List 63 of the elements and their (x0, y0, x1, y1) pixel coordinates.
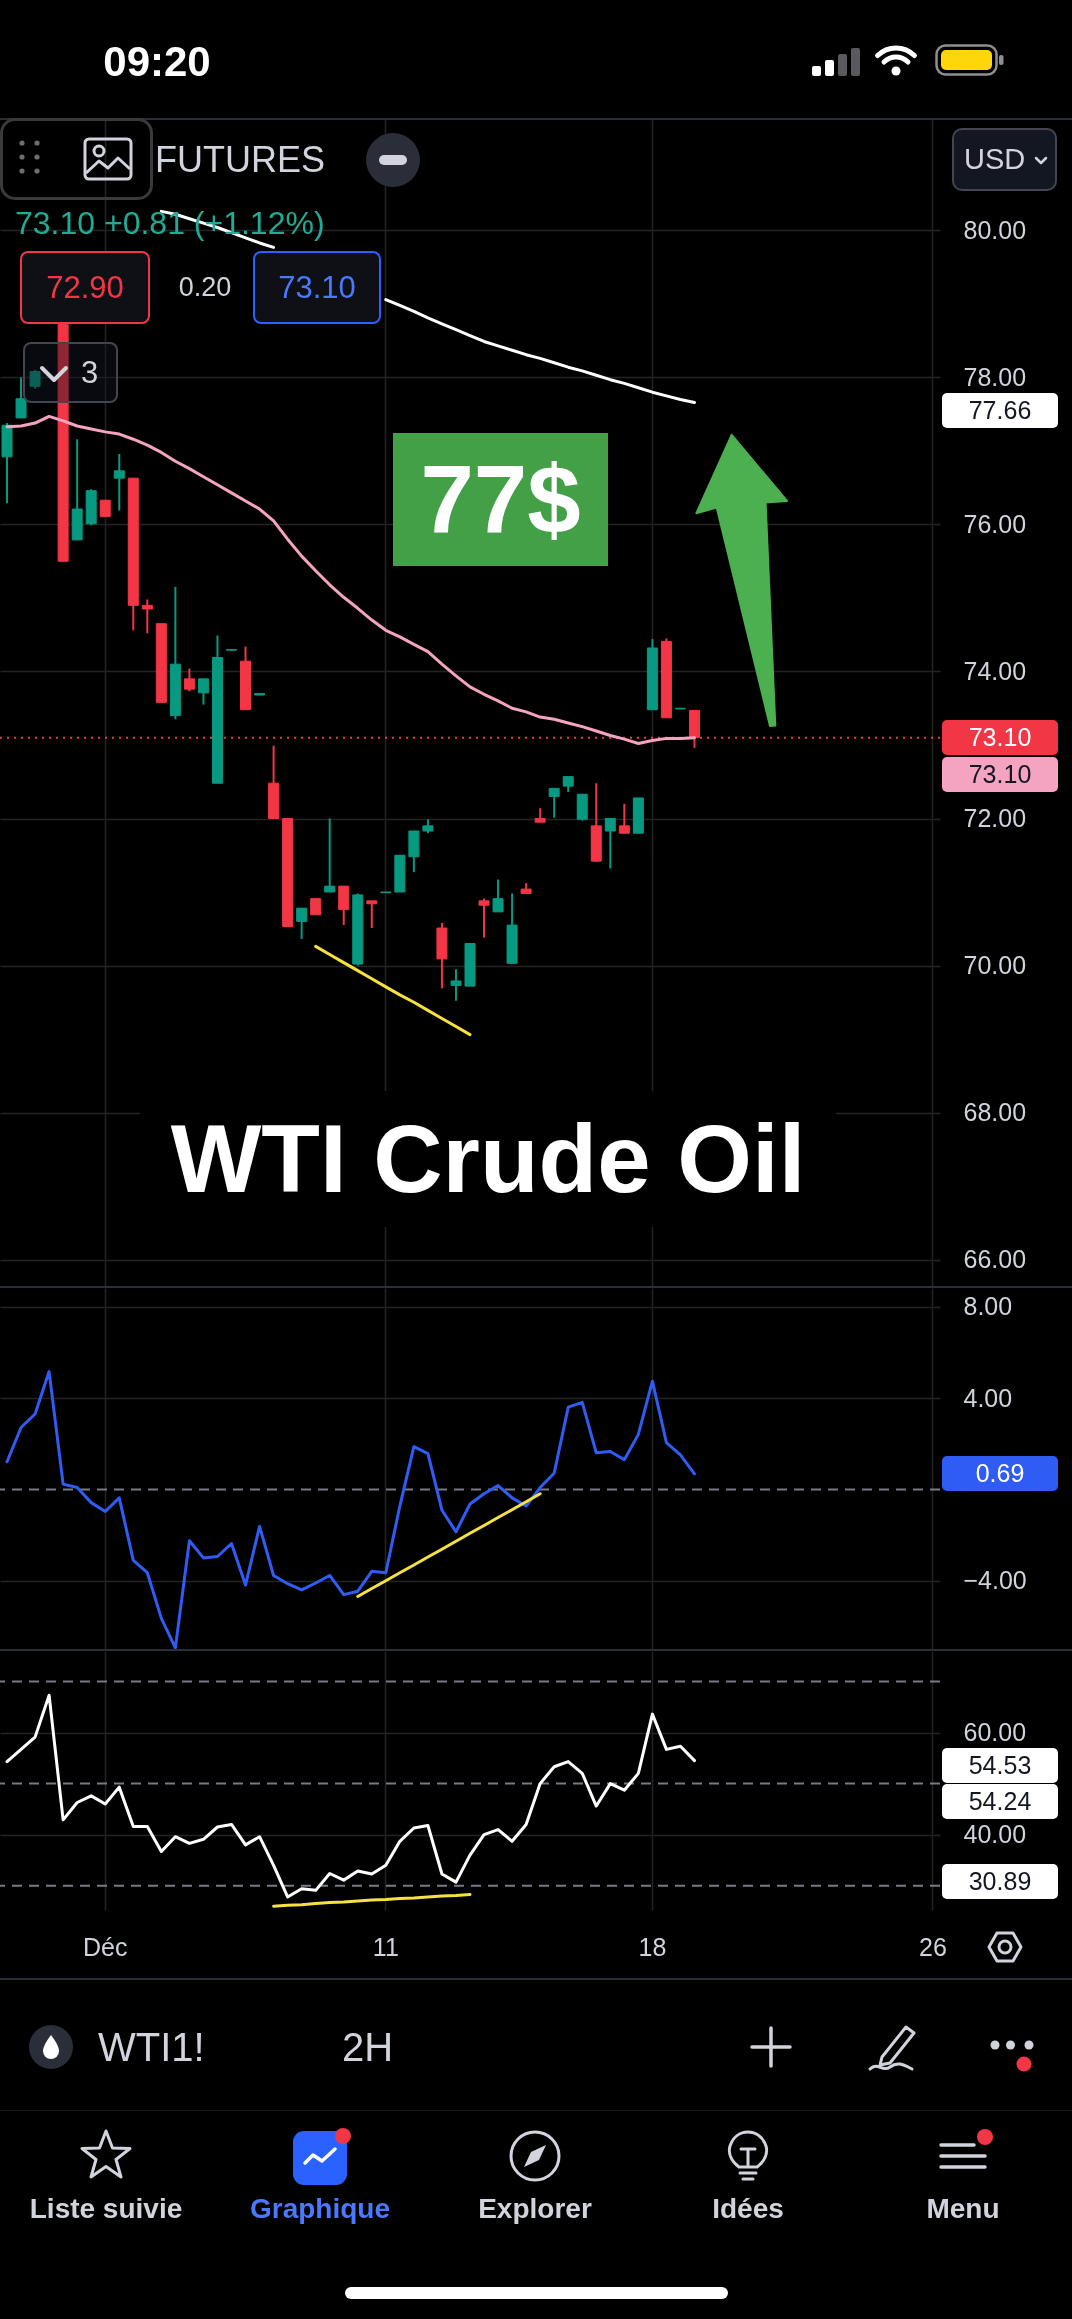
candlestick (15, 376, 27, 419)
toggle-button: 3 (23, 342, 118, 403)
x-tick-label: 26 (919, 1932, 947, 1961)
text: WTI Crude Oil (140, 1091, 836, 1227)
y-tick-label: −4.00 (963, 1566, 1027, 1595)
x-tick-label: 18 (638, 1932, 667, 1961)
y-tick-label: 8.00 (963, 1292, 1013, 1321)
annotation: 73.10 (253, 251, 381, 324)
dropdown-button: USD (952, 128, 1057, 191)
candlestick (141, 598, 153, 635)
y-tick-label: 80.00 (963, 215, 1027, 244)
y-tick-label: 40.00 (963, 1820, 1027, 1849)
x-tick-label: Déc (82, 1932, 128, 1961)
y-tick-label: 4.00 (963, 1383, 1013, 1412)
candlestick (113, 452, 125, 512)
candlestick (618, 802, 630, 835)
y-tick-label: 72.00 (963, 804, 1027, 833)
text: 09:20 (103, 37, 211, 87)
text: 0.69 (942, 1456, 1058, 1491)
y-tick-label: 66.00 (963, 1245, 1027, 1274)
text: 2H (342, 2024, 394, 2070)
candlestick (29, 369, 41, 390)
line-series (5, 1370, 696, 1649)
line-series (5, 1693, 696, 1899)
text: Menu (926, 2192, 1000, 2226)
y-tick-label: 76.00 (963, 509, 1027, 538)
text: 54.24 (942, 1784, 1058, 1819)
candlestick (197, 677, 209, 706)
text: Explorer (478, 2192, 592, 2226)
text: 73.10 (942, 757, 1058, 792)
candlestick (492, 878, 504, 913)
text: WTI1! (98, 2024, 205, 2070)
candlestick (450, 968, 462, 1002)
text: Liste suivie (29, 2192, 183, 2226)
annotation: 0.20 (178, 272, 232, 304)
y-tick-label: 74.00 (963, 657, 1027, 685)
candlestick (296, 907, 308, 941)
annotation: 73.10 +0.81 (+1.12%) (15, 204, 325, 242)
candlestick (548, 787, 560, 819)
annotation: 72.90 (20, 251, 150, 324)
x-tick-label: 11 (372, 1932, 399, 1961)
text: 30.89 (942, 1864, 1058, 1899)
candlestick (324, 817, 336, 894)
text: Idées (712, 2192, 784, 2226)
text: 54.53 (942, 1748, 1058, 1783)
y-tick-label: 60.00 (963, 1718, 1027, 1747)
y-tick-label: 78.00 (963, 362, 1027, 391)
line-series (272, 1892, 472, 1908)
annotation: FUTURES (155, 139, 325, 181)
y-tick-label: 70.00 (963, 951, 1027, 980)
annotation: 3 (81, 354, 99, 391)
text: 77.66 (942, 393, 1058, 428)
candlestick (478, 897, 490, 939)
y-tick-label: 68.00 (963, 1098, 1027, 1127)
candlestick (604, 817, 616, 870)
line-series (356, 1492, 542, 1598)
candlestick (366, 899, 378, 930)
candlestick (338, 885, 350, 927)
ref-line-label: 73.10 (942, 720, 1058, 756)
line-series (314, 944, 472, 1037)
annotation: 77$ (393, 433, 608, 566)
text: Graphique (249, 2192, 391, 2226)
candlestick (183, 667, 195, 693)
